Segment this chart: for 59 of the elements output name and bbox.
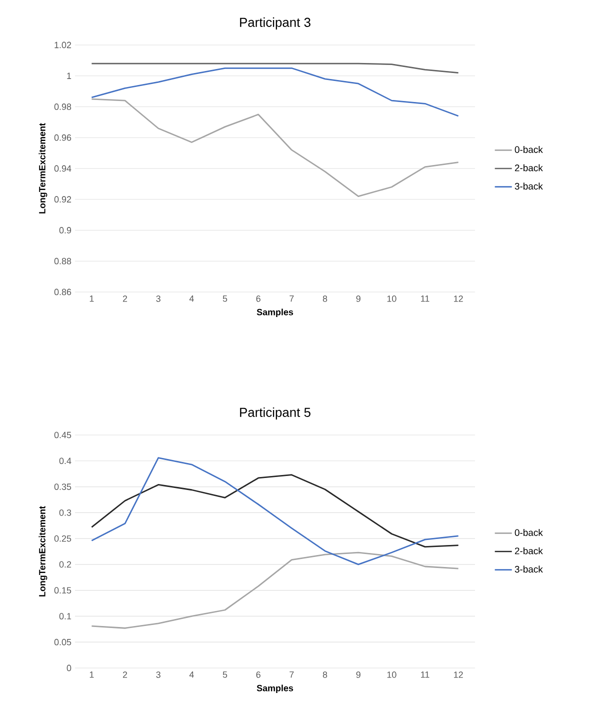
x-tick-label: 1 [90,672,94,678]
x-tick-label: 9 [356,296,360,302]
x-tick-label: 4 [189,672,194,678]
x-tick-label: 12 [454,672,463,678]
x-tick-label: 11 [421,672,430,678]
x-tick-label: 9 [356,672,360,678]
chart-title: Participant 3 [240,17,310,30]
y-tick-label: 0.15 [54,587,72,594]
x-tick-label: 5 [222,672,228,678]
x-tick-label: 8 [322,296,328,302]
y-tick-label: 1.02 [54,42,72,48]
x-tick-label: 6 [256,296,260,302]
y-tick-label: 0.05 [54,638,72,646]
y-tick-label: 0.2 [59,561,72,568]
y-tick-label: 0.96 [54,134,72,141]
legend-label: 3-back [514,182,543,190]
line-series [90,457,460,566]
x-tick-label: 10 [387,296,396,302]
y-tick-label: 1 [67,72,72,79]
y-tick-label: 0.92 [54,196,72,203]
x-tick-label: 12 [454,296,463,302]
legend-label: 2-back [514,547,543,554]
line-series [90,474,460,548]
x-tick-label: 2 [122,296,128,302]
x-tick-label: 3 [156,296,160,302]
legend-label: 0-back [514,146,543,153]
y-tick-label: 0.9 [59,227,72,234]
x-tick-label: 11 [421,296,430,302]
y-axis-title: LongTermExcitement [38,123,48,214]
legend-label: 2-back [514,164,543,172]
y-tick-label: 0.88 [54,258,72,264]
y-axis-title: LongTermExcitement [38,506,48,596]
x-tick-label: 3 [156,672,160,678]
x-tick-label: 1 [90,296,94,302]
line-series [90,98,460,197]
y-tick-label: 0.3 [59,509,72,516]
x-tick-label: 5 [222,296,228,302]
x-tick-label: 7 [290,296,294,302]
y-tick-label: 0.25 [54,535,72,542]
y-tick-label: 0.1 [59,613,72,620]
x-tick-label: 4 [189,296,194,302]
y-tick-label: 0.86 [54,288,72,296]
y-tick-label: 0.94 [54,165,72,172]
line-series [90,552,460,629]
y-tick-label: 0.35 [54,484,72,490]
y-tick-label: 0.98 [54,104,72,110]
x-tick-label: 2 [122,672,128,678]
x-axis-title: Samples [256,684,294,694]
x-tick-label: 7 [290,672,294,678]
x-axis-title: Samples [256,308,294,318]
legend-label: 0-back [514,529,543,536]
y-tick-label: 0 [66,664,72,672]
y-tick-label: 0.4 [59,458,72,464]
chart-title: Participant 5 [240,407,310,420]
legend-label: 3-back [514,566,543,573]
x-tick-label: 8 [322,672,328,678]
x-tick-label: 6 [256,672,260,678]
y-tick-label: 0.45 [54,432,72,438]
x-tick-label: 10 [387,672,396,678]
